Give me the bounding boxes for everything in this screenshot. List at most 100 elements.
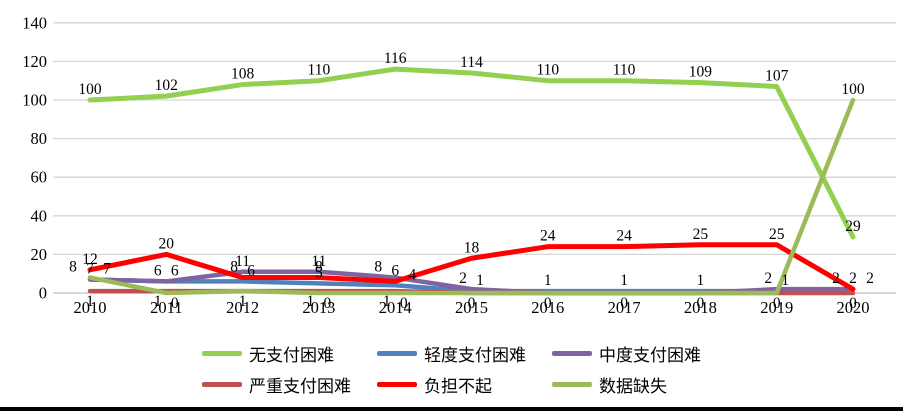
data-label-severe-difficulty: 1 (239, 293, 247, 310)
y-tick-label: 0 (39, 284, 47, 303)
legend-label-severe-difficulty: 严重支付困难 (249, 377, 351, 396)
data-label-moderate-difficulty: 2 (459, 270, 467, 287)
data-label-mild-difficulty: 1 (697, 272, 705, 289)
y-tick-label: 80 (31, 129, 48, 148)
data-label-moderate-difficulty: 6 (171, 262, 179, 279)
data-label-moderate-difficulty: 8 (374, 259, 382, 276)
data-label-no-difficulty: 110 (536, 62, 559, 79)
x-tick-label: 2012 (226, 298, 259, 317)
data-label-no-difficulty: 109 (689, 64, 713, 81)
legend-label-moderate-difficulty: 中度支付困难 (599, 346, 701, 365)
series-line-cannot-afford (87, 242, 856, 292)
data-label-mild-difficulty: 7 (86, 260, 94, 277)
data-label-missing-data: 0 (171, 295, 179, 312)
bottom-border-line (0, 407, 903, 411)
y-tick-label: 60 (31, 168, 48, 187)
data-label-missing-data: 0 (400, 295, 408, 312)
x-tick-label: 2011 (150, 298, 182, 317)
y-tick-label: 100 (22, 91, 47, 110)
data-label-mild-difficulty: 4 (408, 266, 416, 283)
legend-swatch-severe-difficulty (202, 382, 242, 387)
data-label-mild-difficulty: 5 (315, 264, 323, 281)
legend-item-moderate-difficulty: 中度支付困难 (552, 341, 701, 366)
x-tick-label: 2017 (608, 298, 641, 317)
series-line-missing-data (87, 97, 856, 296)
legend-label-mild-difficulty: 轻度支付困难 (424, 346, 526, 365)
data-label-severe-difficulty: 1 (86, 293, 94, 310)
legend-item-severe-difficulty: 严重支付困难 (202, 372, 351, 397)
legend-label-missing-data: 数据缺失 (599, 377, 667, 396)
data-label-severe-difficulty: 0 (849, 295, 857, 312)
data-label-no-difficulty: 110 (308, 62, 331, 79)
data-label-cannot-afford: 25 (769, 226, 785, 243)
data-label-no-difficulty: 107 (765, 67, 789, 84)
data-label-mild-difficulty: 6 (247, 262, 255, 279)
data-label-mild-difficulty: 1 (476, 272, 484, 289)
data-label-severe-difficulty: 0 (697, 295, 705, 312)
data-label-moderate-difficulty: 11 (311, 253, 326, 270)
data-label-missing-data: 0 (324, 295, 332, 312)
data-label-severe-difficulty: 1 (154, 293, 162, 310)
data-label-mild-difficulty: 6 (154, 262, 162, 279)
data-label-cannot-afford: 24 (540, 228, 556, 245)
y-tick-label: 120 (22, 52, 47, 71)
data-label-missing-data: 8 (69, 259, 77, 276)
data-label-cannot-afford: 12 (82, 251, 98, 268)
data-label-mild-difficulty: 1 (620, 272, 628, 289)
data-label-severe-difficulty: 0 (468, 295, 476, 312)
x-tick-label: 2014 (379, 298, 412, 317)
data-label-mild-difficulty: 1 (781, 272, 789, 289)
data-label-cannot-afford: 25 (693, 226, 709, 243)
x-tick-label: 2016 (531, 298, 564, 317)
data-label-moderate-difficulty: 2 (764, 270, 772, 287)
x-tick-label: 2018 (684, 298, 717, 317)
data-label-no-difficulty: 102 (155, 77, 178, 94)
data-label-severe-difficulty: 1 (307, 293, 315, 310)
x-tick-label: 2020 (837, 298, 870, 317)
data-label-cannot-afford: 6 (391, 262, 399, 279)
data-label-no-difficulty: 29 (845, 218, 861, 235)
data-label-moderate-difficulty: 7 (103, 260, 111, 277)
series-line-no-difficulty (87, 66, 856, 240)
data-label-cannot-afford: 8 (230, 259, 238, 276)
legend-swatch-missing-data (552, 382, 592, 387)
x-tick-label: 2019 (760, 298, 793, 317)
legend-item-cannot-afford: 负担不起 (377, 372, 526, 397)
y-tick-label: 40 (31, 206, 48, 225)
data-label-cannot-afford: 24 (616, 228, 632, 245)
y-tick-label: 140 (22, 13, 47, 32)
data-label-no-difficulty: 110 (613, 62, 636, 79)
data-label-moderate-difficulty: 2 (849, 270, 857, 287)
data-label-severe-difficulty: 0 (544, 295, 552, 312)
x-tick-label: 2010 (74, 298, 107, 317)
data-label-no-difficulty: 100 (78, 81, 102, 98)
data-label-cannot-afford: 20 (159, 235, 175, 252)
legend-item-no-difficulty: 无支付困难 (202, 341, 351, 366)
legend-item-missing-data: 数据缺失 (552, 372, 701, 397)
data-label-cannot-afford: 18 (464, 239, 480, 256)
data-label-mild-difficulty: 1 (544, 272, 552, 289)
data-label-no-difficulty: 108 (231, 66, 255, 83)
data-label-cannot-afford: 8 (315, 259, 323, 276)
legend-swatch-mild-difficulty (377, 351, 417, 356)
x-tick-label: 2013 (302, 298, 335, 317)
legend-label-cannot-afford: 负担不起 (424, 377, 492, 396)
x-tick-label: 2015 (455, 298, 488, 317)
data-label-moderate-difficulty: 11 (235, 253, 250, 270)
y-tick-label: 20 (31, 245, 48, 264)
legend-swatch-no-difficulty (202, 351, 242, 356)
chart-legend: 无支付困难 轻度支付困难 中度支付困难严重支付困难 负担不起 数据缺失 (0, 341, 903, 397)
data-label-no-difficulty: 114 (460, 54, 483, 71)
data-label-severe-difficulty: 0 (620, 295, 628, 312)
data-label-severe-difficulty: 1 (383, 293, 391, 310)
legend-item-mild-difficulty: 轻度支付困难 (377, 341, 526, 366)
data-label-no-difficulty: 116 (384, 50, 407, 67)
data-label-mild-difficulty: 2 (832, 270, 840, 287)
data-label-missing-data: 100 (841, 81, 865, 98)
legend-swatch-cannot-afford (377, 382, 417, 387)
legend-swatch-moderate-difficulty (552, 351, 592, 356)
data-label-cannot-afford: 2 (866, 270, 874, 287)
data-label-severe-difficulty: 0 (773, 295, 781, 312)
